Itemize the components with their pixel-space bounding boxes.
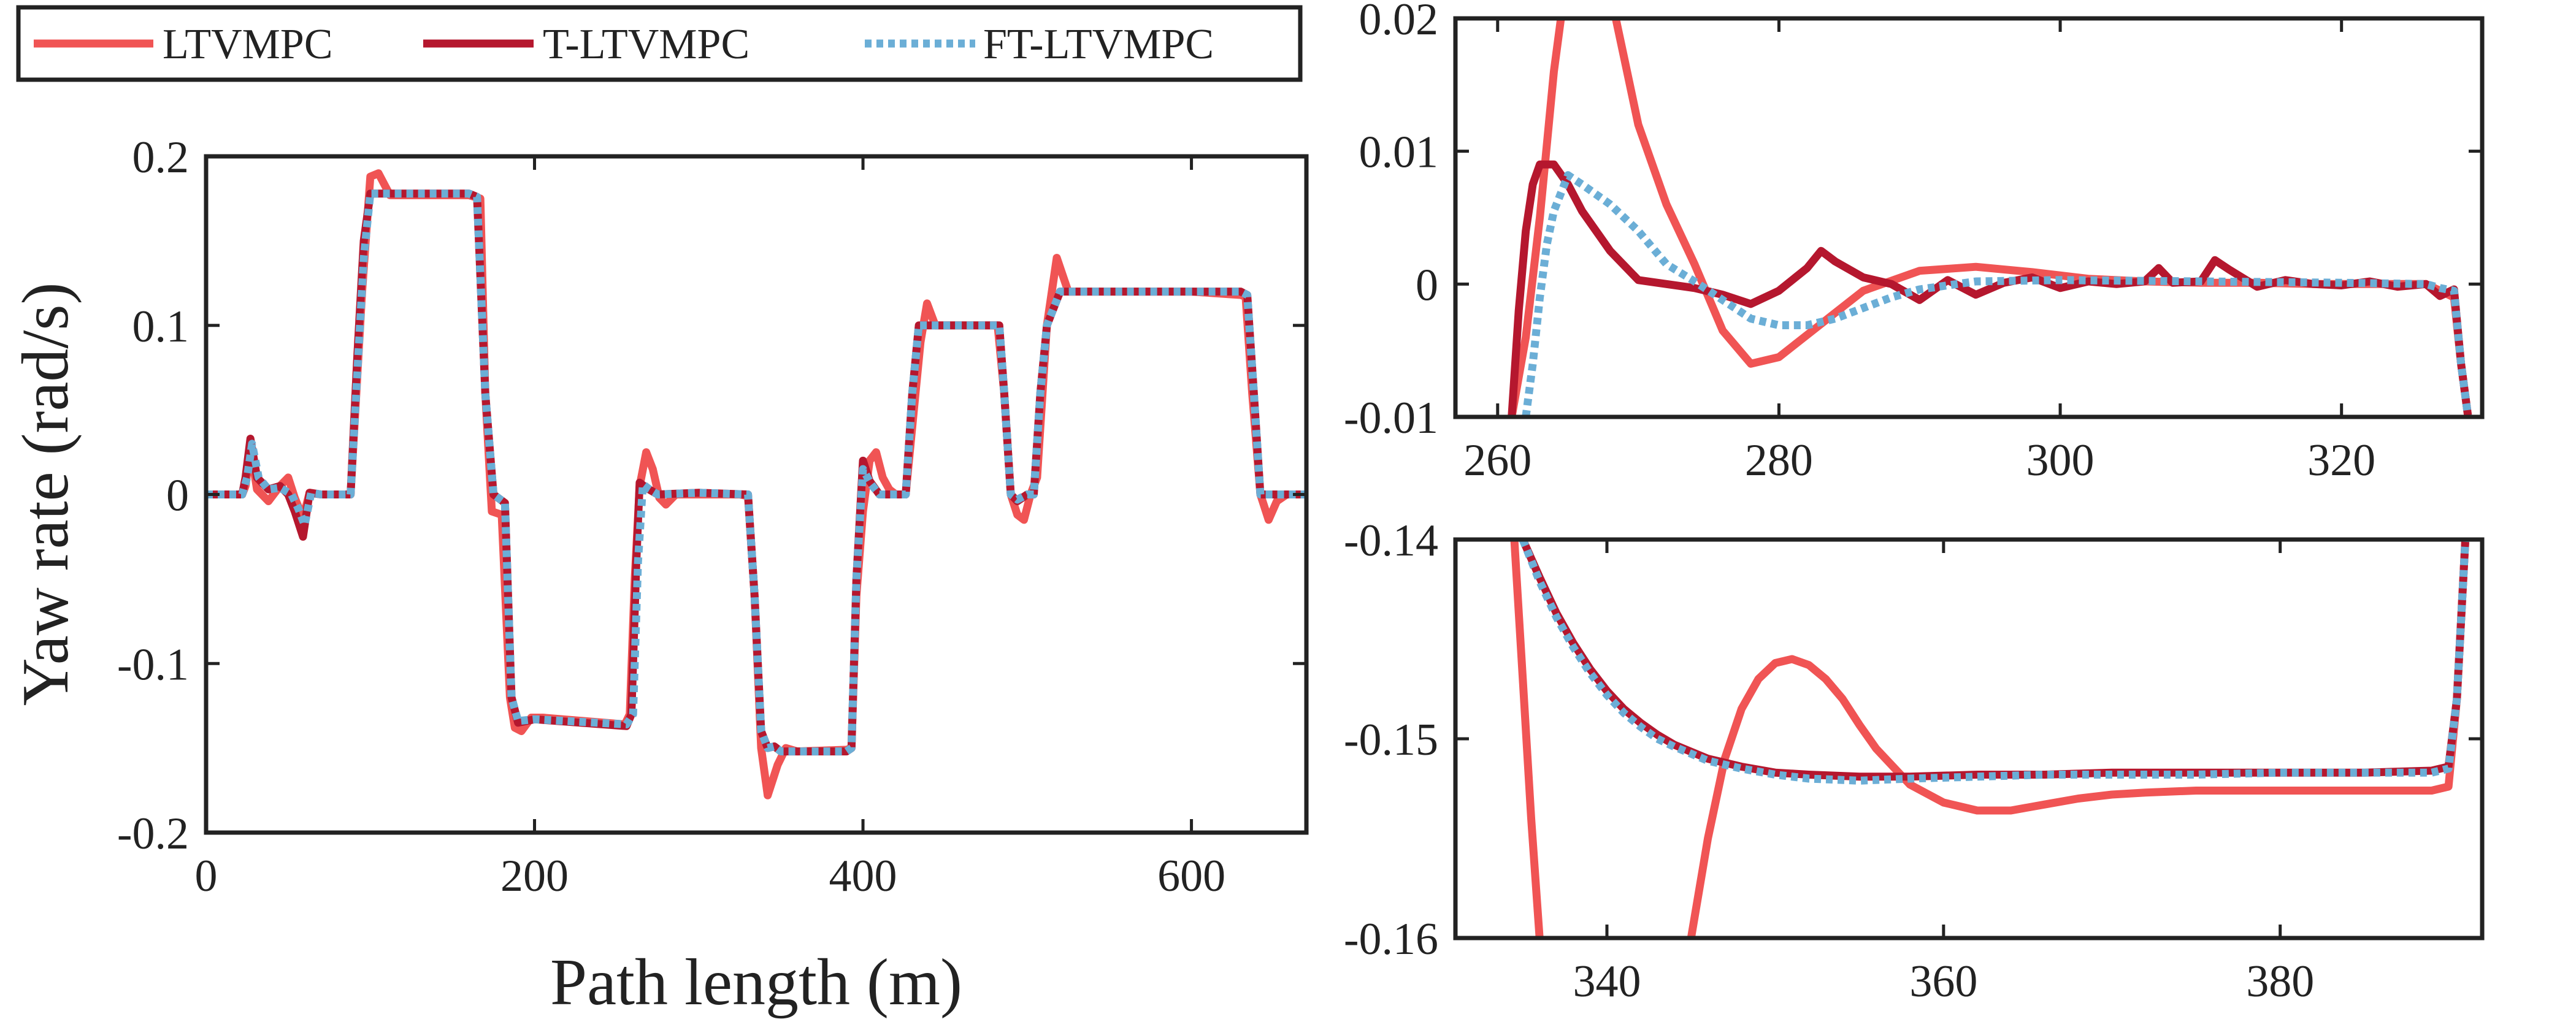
zoom-bottom-plot: 340 360 380 -0.16 -0.15 -0.14 <box>1344 516 2485 1007</box>
top-x-tick-label: 260 <box>1463 435 1531 486</box>
zoom-top-plot: 260 280 300 320 -0.01 0 0.01 0.02 <box>1344 0 2485 486</box>
top-series-t-ltvmpc <box>1508 160 2472 417</box>
bot-series-ft-ltvmpc <box>1519 540 2470 785</box>
zoom-top-ticks: 260 280 300 320 -0.01 0 0.01 0.02 <box>1344 0 2482 486</box>
top-y-tick-label: -0.01 <box>1344 393 1438 443</box>
main-x-axis-label: Path length (m) <box>550 946 962 1019</box>
main-y-tick-label: -0.1 <box>117 639 189 690</box>
main-y-tick-label: 0.1 <box>132 302 190 352</box>
zoom-top-frame <box>1453 16 2485 419</box>
top-y-tick-label: 0.02 <box>1359 0 1439 45</box>
bot-x-tick-label: 380 <box>2246 956 2314 1007</box>
legend-label-t-ltvmpc: T-LTVMPC <box>543 21 749 68</box>
main-y-tick-label: -0.2 <box>117 809 189 859</box>
main-series-ft-ltvmpc <box>206 189 1306 756</box>
top-x-tick-label: 300 <box>2026 435 2095 486</box>
legend: LTVMPC T-LTVMPC FT-LTVMPC <box>16 5 1303 82</box>
main-plot-ticks: 0 200 400 600 -0.2 -0.1 0 0.1 0.2 <box>117 132 1306 901</box>
legend-label-ft-ltvmpc: FT-LTVMPC <box>983 21 1214 68</box>
main-plot-series <box>206 169 1306 799</box>
main-y-tick-label: 0.2 <box>132 132 190 183</box>
zoom-bottom-series <box>1510 540 2470 938</box>
zoom-top-series <box>1508 18 2472 417</box>
main-x-tick-label: 0 <box>195 851 218 901</box>
top-y-tick-label: 0 <box>1416 260 1438 310</box>
zoom-bottom-ticks: 340 360 380 -0.16 -0.15 -0.14 <box>1344 516 2482 1007</box>
bot-x-tick-label: 340 <box>1573 956 1641 1007</box>
legend-box <box>16 5 1303 82</box>
bot-y-tick-label: -0.14 <box>1344 516 1438 566</box>
bot-x-tick-label: 360 <box>1909 956 1977 1007</box>
main-x-tick-label: 400 <box>829 851 897 901</box>
zoom-bottom-frame <box>1453 537 2485 940</box>
bot-series-ltvmpc <box>1510 540 2470 938</box>
bot-y-tick-label: -0.15 <box>1344 715 1438 765</box>
top-x-tick-label: 280 <box>1745 435 1813 486</box>
main-y-axis-label: Yaw rate (rad/s) <box>9 283 82 706</box>
main-x-tick-label: 600 <box>1157 851 1225 901</box>
main-plot-frame <box>204 154 1309 835</box>
top-series-ltvmpc <box>1508 18 2472 417</box>
legend-label-ltvmpc: LTVMPC <box>163 21 333 68</box>
top-y-tick-label: 0.01 <box>1359 128 1439 178</box>
main-y-tick-label: 0 <box>166 471 189 521</box>
bot-y-tick-label: -0.16 <box>1344 914 1438 964</box>
main-plot: 0 200 400 600 -0.2 -0.1 0 0.1 0.2 Path length (m… <box>9 132 1309 1019</box>
main-x-tick-label: 200 <box>500 851 569 901</box>
top-x-tick-label: 320 <box>2307 435 2375 486</box>
bot-series-t-ltvmpc <box>1519 540 2470 781</box>
top-series-ft-ltvmpc <box>1522 171 2472 417</box>
